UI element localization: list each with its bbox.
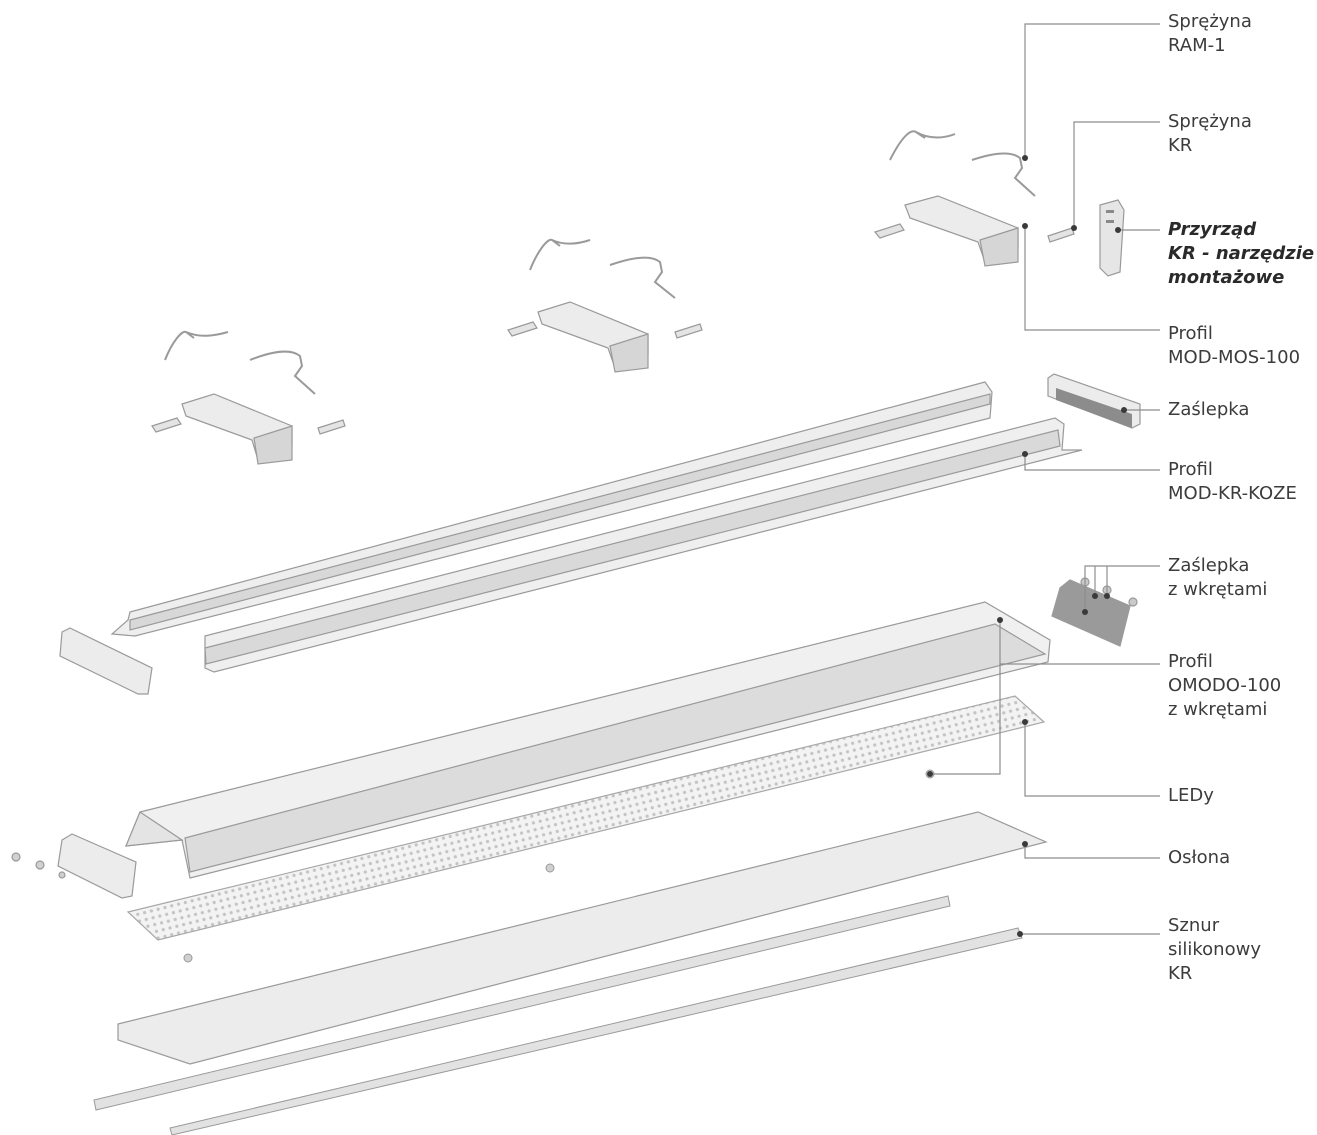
dot-end-cap-screws-3 <box>1104 593 1110 599</box>
label-line: Osłona <box>1168 847 1231 868</box>
dot-profile-omodo-screw <box>927 771 933 777</box>
label-end-cap: Zaślepka <box>1168 398 1249 422</box>
label-line: Sprężyna <box>1168 111 1252 132</box>
leader-profile-mod-mos <box>1024 226 1160 331</box>
cover-part <box>117 811 1048 1065</box>
mounting-bracket-set-right <box>873 130 1125 277</box>
label-line: OMODO-100 <box>1168 675 1282 696</box>
dot-silicone-cord <box>1017 931 1023 937</box>
label-spring-kr: Sprężyna KR <box>1168 110 1252 158</box>
label-line: Przyrząd <box>1168 219 1257 240</box>
label-line: RAM-1 <box>1168 35 1226 56</box>
label-line: silikonowy <box>1168 939 1261 960</box>
end-cap-left-part <box>59 627 153 695</box>
label-line: MOD-MOS-100 <box>1168 347 1301 368</box>
leader-profile-mod-kr-koze <box>1024 454 1160 471</box>
label-line: montażowe <box>1168 267 1285 288</box>
leader-spring-kr <box>1073 121 1160 228</box>
label-line: Sznur <box>1168 915 1220 936</box>
label-profile-omodo: Profil OMODO-100 z wkrętami <box>1168 650 1281 722</box>
screw-part-3 <box>183 953 193 963</box>
label-profile-mod-mos: Profil MOD-MOS-100 <box>1168 322 1300 370</box>
profile-mod-mos-rail <box>110 381 993 637</box>
leader-dots <box>927 155 1127 937</box>
label-spring-ram1: Sprężyna RAM-1 <box>1168 10 1252 58</box>
leader-end-cap-screws <box>1084 565 1160 612</box>
label-silicone-cord: Sznur silikonowy KR <box>1168 914 1261 986</box>
dot-profile-mod-kr-koze <box>1022 451 1028 457</box>
mounting-bracket-set-left <box>151 330 346 465</box>
dot-leds <box>1022 719 1028 725</box>
mounting-tool-part <box>1099 199 1125 277</box>
mounting-bracket-set-middle <box>507 238 703 373</box>
label-line: LEDy <box>1168 785 1214 806</box>
label-line: Zaślepka <box>1168 555 1250 576</box>
end-cap-part <box>1047 373 1141 429</box>
screw-part <box>545 863 555 873</box>
label-cover: Osłona <box>1168 846 1230 870</box>
silicone-cord-part-2 <box>169 927 1023 1135</box>
dot-spring-kr <box>1071 225 1077 231</box>
leader-leds <box>1024 722 1160 797</box>
label-end-cap-screws: Zaślepka z wkrętami <box>1168 554 1267 602</box>
label-profile-mod-kr-koze: Profil MOD-KR-KOZE <box>1168 458 1297 506</box>
leader-spring-ram1 <box>1024 23 1160 158</box>
label-line: z wkrętami <box>1168 699 1268 720</box>
label-line: MOD-KR-KOZE <box>1168 483 1297 504</box>
label-line: z wkrętami <box>1168 579 1268 600</box>
dot-cover <box>1022 841 1028 847</box>
profile-omodo-housing <box>125 601 1051 879</box>
dot-profile-mod-mos <box>1022 223 1028 229</box>
dot-mounting-tool <box>1115 227 1121 233</box>
label-line: Sprężyna <box>1168 11 1252 32</box>
label-line: KR <box>1168 963 1193 984</box>
leader-cover <box>1024 844 1160 859</box>
label-line: KR <box>1168 135 1193 156</box>
spring-ram1-part <box>889 130 956 161</box>
spring-kr-part <box>1047 227 1075 243</box>
profile-mod-kr-koze-rail <box>204 417 1083 673</box>
silicone-cord-part-1 <box>93 895 951 1111</box>
dot-end-cap <box>1121 407 1127 413</box>
label-line: Profil <box>1168 651 1213 672</box>
label-leds: LEDy <box>1168 784 1214 808</box>
label-line: Zaślepka <box>1168 399 1250 420</box>
leader-profile-omodo-screw <box>930 664 1001 775</box>
dot-end-cap-screws <box>1082 609 1088 615</box>
label-line: Profil <box>1168 323 1213 344</box>
dot-end-cap-screws-2 <box>1092 593 1098 599</box>
dot-profile-omodo <box>997 617 1003 623</box>
label-line: Profil <box>1168 459 1213 480</box>
end-cap-screws-left-part <box>11 833 137 899</box>
label-line: KR - narzędzie <box>1168 243 1315 264</box>
led-board-part <box>126 695 1046 941</box>
dot-spring-ram1 <box>1022 155 1028 161</box>
label-mounting-tool: Przyrząd KR - narzędzie montażowe <box>1168 218 1314 290</box>
leader-lines <box>930 23 1160 935</box>
